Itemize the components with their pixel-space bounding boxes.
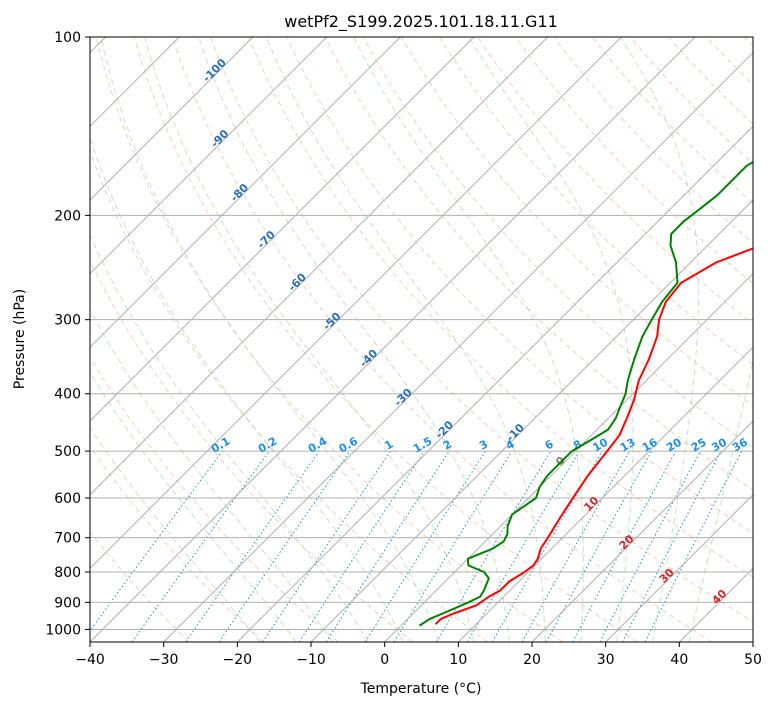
y-tick-label: 300 [54,313,81,329]
x-tick-label: −20 [223,652,253,668]
y-tick-label: 200 [54,208,81,224]
y-tick-label: 800 [54,565,81,581]
x-tick-label: 20 [523,652,541,668]
x-tick-label: −30 [149,652,179,668]
y-axis-label: Pressure (hPa) [12,289,28,389]
y-tick-label: 100 [54,30,81,46]
y-tick-label: 900 [54,595,81,611]
x-tick-label: 0 [380,652,389,668]
y-tick-label: 600 [54,491,81,507]
x-tick-label: 30 [597,652,615,668]
y-tick-label: 1000 [45,622,81,638]
x-tick-label: 40 [670,652,688,668]
x-axis-label: Temperature (°C) [360,681,482,697]
y-tick-label: 400 [54,387,81,403]
x-tick-label: −40 [75,652,105,668]
y-tick-label: 500 [54,444,81,460]
chart-title: wetPf2_S199.2025.101.18.11.G11 [284,12,558,32]
x-tick-label: 10 [449,652,467,668]
y-tick-label: 700 [54,531,81,547]
x-tick-label: 50 [744,652,762,668]
x-tick-label: −10 [296,652,326,668]
